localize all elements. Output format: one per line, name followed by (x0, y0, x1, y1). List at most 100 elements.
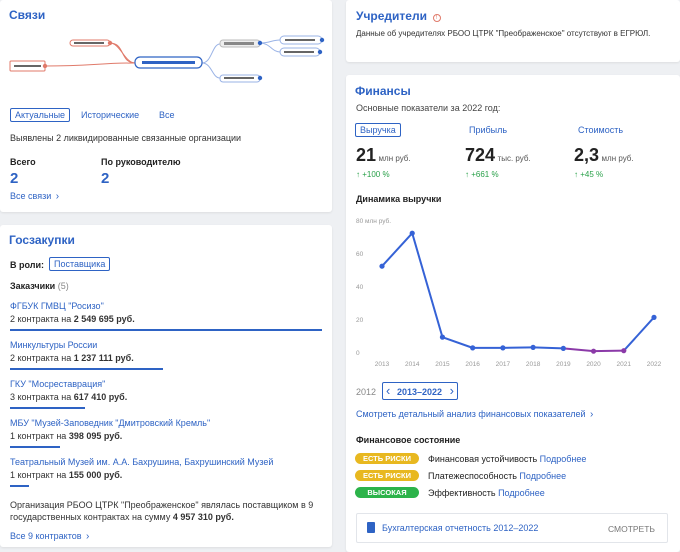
tab-revenue[interactable]: Выручка (355, 123, 401, 137)
contracts-amount: 398 095 руб. (68, 431, 123, 441)
metric-value-cost: 2,3 млн руб. ↑ +45 % (574, 145, 634, 179)
links-graph[interactable] (0, 20, 332, 120)
founders-text: Данные об учредителях РБОО ЦТРК "Преобра… (356, 29, 651, 38)
tab-actual[interactable]: Актуальные (10, 108, 71, 122)
customers-label: Заказчики (10, 281, 56, 291)
contracts-amount: 617 410 руб. (73, 392, 128, 402)
contracts-amount: 155 000 руб. (68, 470, 123, 480)
contracts-amount: 1 237 111 руб. (73, 353, 134, 363)
customer-name[interactable]: ГКУ "Мосреставрация" (10, 379, 106, 389)
metric-profit: 724 тыс. руб. ↑ +661 % (465, 145, 531, 179)
contracts-count: 1 контракт на (10, 431, 67, 441)
report-link[interactable]: Бухгалтерская отчетность 2012–2022 (382, 523, 539, 533)
series-line-segment (623, 316, 655, 352)
y-tick-label: 0 (356, 350, 360, 357)
founders-heading: Учредители ! (356, 9, 441, 23)
data-point (470, 345, 476, 351)
data-point (439, 334, 446, 340)
customers-heading: Заказчики (5) (10, 281, 69, 291)
x-tick-label: 2021 (617, 361, 632, 368)
revenue-chart[interactable]: 0 20 40 60 80 млн руб. 2013 2014 2015 2016 2017 20… (346, 210, 680, 375)
customer-name[interactable]: Театральный Музей им. А.А. Бахрушина, Ба… (10, 457, 274, 467)
customer-contracts: 2 контракта на 2 549 695 руб. (10, 314, 135, 324)
data-point (590, 348, 597, 354)
series-line-segment (563, 347, 594, 353)
detail-analysis-link[interactable]: Смотреть детальный анализ финансовых пок… (356, 409, 593, 420)
total-value[interactable]: 2 (10, 170, 19, 187)
finance-subtitle: Основные показатели за 2022 год: (356, 103, 501, 113)
state-label: Финансовая устойчивость (428, 454, 538, 464)
role-badge[interactable]: Поставщика (49, 257, 111, 271)
x-tick-label: 2017 (496, 361, 511, 368)
detail-analysis-label: Смотреть детальный анализ финансовых пок… (356, 409, 586, 419)
chart-title: Динамика выручки (356, 194, 442, 204)
chevron-right-icon: › (55, 191, 60, 202)
finance-title: Финансы (355, 84, 411, 98)
y-tick-label: 80 млн руб. (356, 217, 391, 225)
customer-name[interactable]: МБУ "Музей-Заповедник "Дмитровский Кремл… (10, 418, 211, 428)
total-label: Всего (10, 157, 36, 167)
x-tick-label: 2013 (375, 361, 390, 368)
all-links-link[interactable]: Все связи › (10, 191, 59, 202)
customer-share-bar (10, 446, 60, 448)
x-tick-label: 2022 (647, 361, 662, 368)
customer-contracts: 2 контракта на 1 237 111 руб. (10, 353, 134, 363)
series-line-segment (533, 346, 564, 350)
state-more-link[interactable]: Подробнее (539, 454, 587, 464)
tab-historical[interactable]: Исторические (81, 110, 140, 120)
state-row: Финансовая устойчивость Подробнее (428, 454, 586, 464)
summary-line-2: государственных контрактах на сумму 4 95… (10, 511, 313, 523)
x-tick-label: 2016 (465, 361, 480, 368)
y-tick-label: 40 (356, 284, 364, 291)
series-line-segment (411, 232, 444, 338)
arrow-up-icon: ↑ (356, 170, 363, 179)
customer-share-bar (10, 485, 29, 487)
metric-unit: млн руб. (601, 154, 634, 163)
state-title: Финансовое состояние (356, 435, 461, 445)
chevron-right-icon[interactable]: › (449, 383, 454, 398)
state-row: Эффективность Подробнее (428, 488, 545, 498)
state-more-link[interactable]: Подробнее (519, 471, 567, 481)
all-links-label: Все связи (10, 191, 52, 201)
x-tick-label: 2020 (586, 361, 601, 368)
data-point (651, 314, 657, 320)
role-label: В роли: (10, 260, 45, 270)
founders-title: Учредители (356, 9, 427, 23)
contracts-count: 2 контракта на (10, 353, 72, 363)
range-label: 2013–2022 (397, 387, 443, 397)
state-row: Платежеспособность Подробнее (428, 471, 566, 481)
customer-contracts: 1 контракт на 398 095 руб. (10, 431, 122, 441)
report-button[interactable]: СМОТРЕТЬ (607, 524, 655, 534)
customer-contracts: 3 контракта на 617 410 руб. (10, 392, 127, 402)
state-badge: ВЫСОКАЯ (355, 487, 419, 498)
data-point (530, 344, 536, 350)
x-tick-label: 2015 (435, 361, 450, 368)
customer-share-bar (10, 329, 322, 331)
state-more-link[interactable]: Подробнее (498, 488, 545, 498)
head-value[interactable]: 2 (101, 170, 110, 187)
summary-amount: 4 957 310 руб. (172, 512, 234, 522)
chevron-left-icon[interactable]: ‹ (386, 383, 391, 398)
head-label: По руководителю (101, 157, 181, 167)
customer-name[interactable]: Минкультуры России (10, 340, 98, 350)
summary-line-1: Организация РБОО ЦТРК "Преображенское" я… (10, 500, 314, 510)
x-tick-label: 2019 (556, 361, 571, 368)
range-selector[interactable]: ‹ 2013–2022 › (382, 382, 458, 400)
metric-value: 2,3 (574, 145, 600, 165)
procurement-card: Госзакупки В роли: Поставщика Заказчики … (0, 225, 332, 547)
finance-card: Финансы Основные показатели за 2022 год:… (346, 75, 680, 552)
series-line-segment (381, 232, 413, 267)
customers-count: (5) (57, 281, 69, 291)
all-contracts-link[interactable]: Все 9 контрактов › (10, 531, 89, 542)
tab-all[interactable]: Все (159, 110, 175, 120)
customer-name[interactable]: ФГБУК ГМВЦ "Росизо" (10, 301, 104, 311)
range-prev[interactable]: 2012 (356, 387, 377, 397)
info-icon[interactable]: ! (432, 14, 441, 22)
tab-value[interactable]: Стоимость (578, 125, 624, 135)
data-point (500, 345, 506, 351)
metric-unit: млн руб. (378, 154, 411, 163)
report-box[interactable]: Бухгалтерская отчетность 2012–2022 СМОТР… (356, 513, 668, 543)
tab-profit[interactable]: Прибыль (469, 125, 508, 135)
chevron-right-icon: › (86, 531, 90, 542)
series-line-segment (442, 336, 474, 349)
